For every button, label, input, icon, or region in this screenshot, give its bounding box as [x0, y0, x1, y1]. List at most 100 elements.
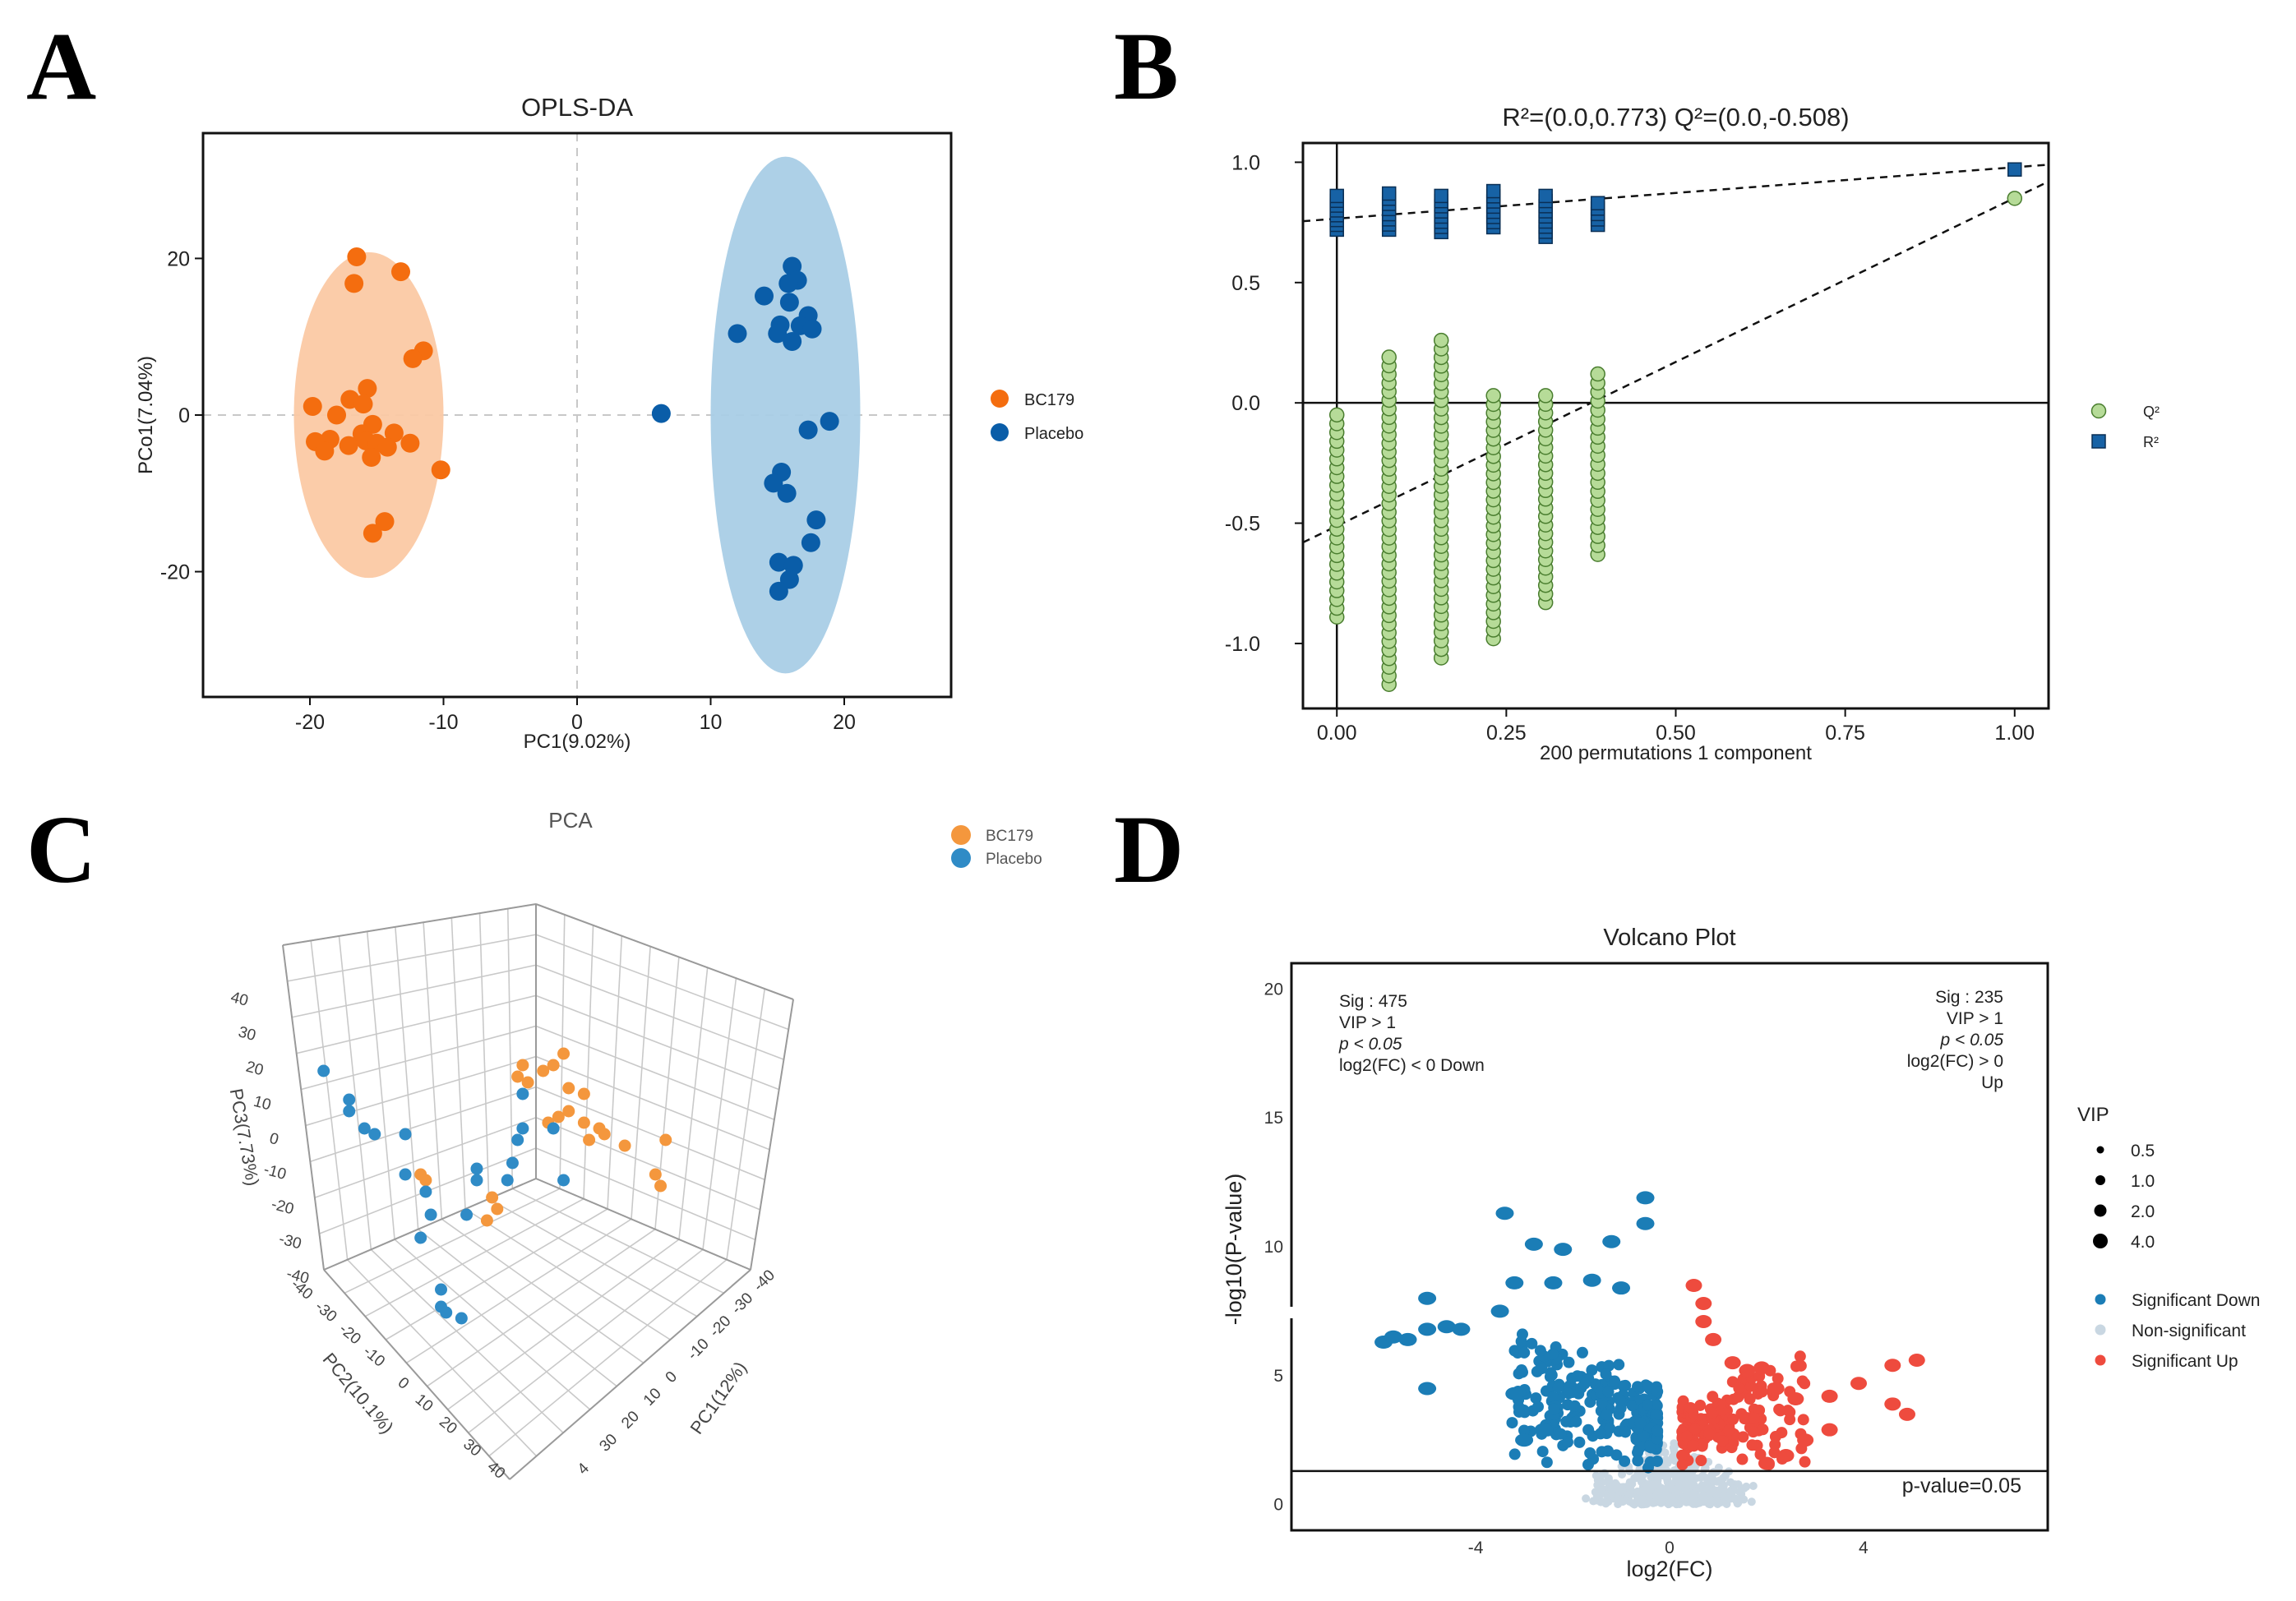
chart-d-point-down-130	[1632, 1381, 1644, 1393]
chart-c-grid-line-36	[450, 917, 466, 1210]
chart-b-r2-point-4-8	[1538, 188, 1553, 204]
chart-b-legend-label-r2: R²	[2143, 434, 2159, 450]
chart-c-xtick-5: 10	[640, 1385, 665, 1410]
chart-a-point-placebo-13	[820, 412, 839, 431]
chart-c-ztick-4: 0	[267, 1130, 280, 1149]
chart-c-axis-edge-4	[535, 1178, 751, 1271]
chart-d-left-annotation-1: VIP > 1	[1339, 1013, 1396, 1032]
chart-b-legend-marker-r2	[2091, 434, 2106, 449]
chart-c-point-placebo-17	[516, 1087, 529, 1100]
chart-d-ytick-label-2: 10	[1264, 1238, 1283, 1257]
chart-a-point-placebo-10	[768, 324, 788, 344]
chart-d-point-nonsig-389	[1684, 1478, 1693, 1487]
chart-d-point-nonsig-146	[1749, 1482, 1758, 1491]
chart-c-grid-line-26	[631, 946, 651, 1220]
chart-d-point-up-large-11	[1884, 1359, 1901, 1373]
chart-d-vip-legend-marker-1	[2095, 1175, 2105, 1185]
chart-a-point-bc179-7	[353, 394, 373, 414]
chart-a-point-placebo-16	[764, 473, 783, 493]
chart-d-point-nonsig-412	[1645, 1492, 1654, 1501]
chart-d-vip-legend-title: VIP	[2077, 1104, 2109, 1126]
chart-d-legend-marker-2	[2095, 1354, 2106, 1366]
chart-d-point-up-129	[1676, 1449, 1689, 1461]
chart-d-point-nonsig-404	[1728, 1488, 1737, 1497]
chart-c-ytick-5: 10	[412, 1391, 437, 1415]
chart-a-point-bc179-9	[327, 405, 346, 425]
chart-d-point-nonsig-407	[1712, 1497, 1721, 1506]
chart-d-point-up-144	[1795, 1359, 1807, 1372]
chart-c-grid-line-24	[395, 926, 419, 1230]
chart-a-ytick-label-1: 0	[178, 404, 190, 427]
chart-c-point-placebo-15	[440, 1306, 453, 1319]
chart-a-point-placebo-19	[801, 533, 820, 552]
chart-b-r2-regression-line	[1302, 164, 2049, 223]
chart-a-point-placebo-4	[779, 293, 799, 312]
chart-c-ztick-0: 40	[229, 989, 250, 1010]
chart-d-point-up-116	[1784, 1414, 1796, 1426]
chart-a-xtick-label-4: 20	[833, 711, 856, 734]
chart-a-point-placebo-12	[651, 404, 671, 423]
chart-b-frame	[1301, 141, 2050, 710]
chart-d-point-nonsig-364	[1656, 1483, 1665, 1493]
chart-a-point-bc179-1	[391, 262, 410, 282]
chart-d-point-nonsig-307	[1626, 1481, 1635, 1490]
chart-c-grid-line-39	[535, 1086, 765, 1181]
chart-d-xtick-label-1: 0	[1665, 1539, 1675, 1557]
chart-d-point-down-211	[1568, 1400, 1581, 1412]
chart-d-point-nonsig-403	[1739, 1483, 1749, 1493]
chart-d-point-down-large-20	[1515, 1433, 1534, 1447]
chart-c-ytick-7: 30	[460, 1436, 484, 1460]
chart-c-grid-line-7	[287, 934, 537, 982]
chart-c-grid-line-50	[726, 988, 766, 1260]
chart-d-point-down-255	[1548, 1403, 1560, 1415]
chart-c-point-placebo-19	[511, 1133, 524, 1147]
chart-d-point-up-117	[1716, 1435, 1729, 1447]
chart-d-point-up-large-5	[1739, 1363, 1756, 1377]
chart-d-point-down-71	[1532, 1400, 1545, 1413]
chart-c-point-bc179-12	[577, 1116, 590, 1129]
chart-d-point-down-15	[1610, 1449, 1623, 1461]
chart-d-point-up-38	[1707, 1391, 1719, 1403]
chart-d-point-down-large-2	[1398, 1332, 1417, 1346]
chart-d-right-annotation-3: log2(FC) > 0	[1907, 1052, 2003, 1071]
chart-d-ytick-label-3: 15	[1264, 1109, 1283, 1128]
chart-d-point-down-large-17	[1636, 1191, 1655, 1205]
chart-c-point-placebo-10	[419, 1185, 432, 1198]
chart-d-point-up-large-8	[1787, 1392, 1804, 1406]
chart-d-point-up-105	[1736, 1453, 1749, 1465]
chart-d-point-nonsig-164	[1670, 1456, 1679, 1465]
chart-d-legend-marker-0	[2095, 1294, 2106, 1305]
chart-c-point-bc179-20	[649, 1168, 662, 1181]
chart-d-left-annotation-0: Sig : 475	[1339, 992, 1407, 1011]
chart-c-grid-line-44	[702, 978, 737, 1250]
chart-c-xtick-1: -30	[728, 1290, 756, 1317]
chart-a-point-placebo-23	[769, 581, 788, 601]
chart-c-point-bc179-4	[547, 1059, 560, 1072]
chart-d-point-up-164	[1680, 1430, 1693, 1442]
chart-d-point-down-203	[1536, 1363, 1548, 1375]
chart-d-point-up-large-4	[1724, 1356, 1741, 1370]
chart-d-point-down-204	[1571, 1370, 1583, 1382]
chart-d-point-down-228	[1651, 1400, 1663, 1412]
chart-c-ytick-1: -30	[312, 1298, 340, 1326]
chart-c-axis-edge-6	[282, 903, 537, 946]
chart-d-point-down-216	[1600, 1368, 1612, 1380]
chart-d-point-down-166	[1515, 1364, 1527, 1377]
chart-d-point-nonsig-190	[1648, 1498, 1657, 1507]
chart-d-point-up-16	[1746, 1439, 1758, 1451]
chart-d-point-nonsig-279	[1633, 1497, 1642, 1506]
chart-b-xtick-label-1: 0.25	[1486, 722, 1527, 745]
chart-b-q2-regression-line	[1302, 180, 2049, 544]
chart-d-point-down-257	[1534, 1345, 1546, 1357]
chart-a-point-bc179-21	[362, 447, 381, 467]
chart-c-point-bc179-2	[486, 1191, 499, 1204]
chart-d-point-up-large-10	[1850, 1377, 1867, 1391]
chart-a-point-placebo-9	[728, 324, 747, 344]
chart-d-point-down-205	[1602, 1386, 1615, 1398]
chart-c-grid-line-45	[535, 1117, 760, 1211]
chart-a-point-bc179-8	[303, 397, 322, 417]
chart-c-point-bc179-5	[557, 1047, 571, 1060]
chart-c-legend-marker-0	[951, 825, 971, 845]
chart-d-point-nonsig-235	[1663, 1459, 1672, 1468]
